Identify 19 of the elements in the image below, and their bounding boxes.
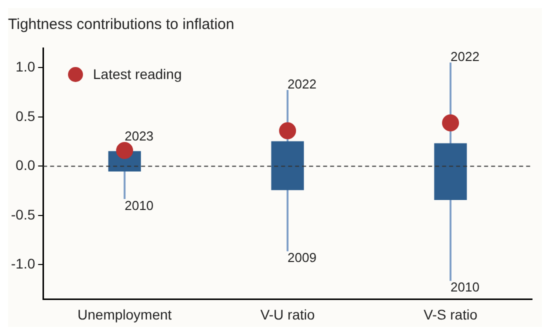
point xyxy=(279,122,296,140)
y-tick-label: -0.5 xyxy=(11,206,36,222)
legend-label: Latest reading xyxy=(93,66,182,82)
annotation: 2010 xyxy=(450,280,480,295)
point xyxy=(116,142,134,159)
y-tick-label: -1.0 xyxy=(11,256,36,272)
x-tick-label: V-U ratio xyxy=(260,306,316,322)
annotation: 2010 xyxy=(124,198,154,213)
point xyxy=(442,114,460,132)
annotation: 2022 xyxy=(288,76,316,92)
y-tick-label: 0.5 xyxy=(16,108,36,124)
y-tick-label: 0.0 xyxy=(16,157,36,174)
annotation: 2023 xyxy=(124,128,154,144)
y-tick-label: 1.0 xyxy=(16,58,36,75)
x-tick-label: Unemployment xyxy=(78,306,172,322)
chart-title: Tightness contributions to inflation xyxy=(8,16,234,34)
annotation: 2009 xyxy=(288,250,316,266)
x-tick-label: V-S ratio xyxy=(424,306,478,322)
annotation: 2022 xyxy=(450,48,480,64)
